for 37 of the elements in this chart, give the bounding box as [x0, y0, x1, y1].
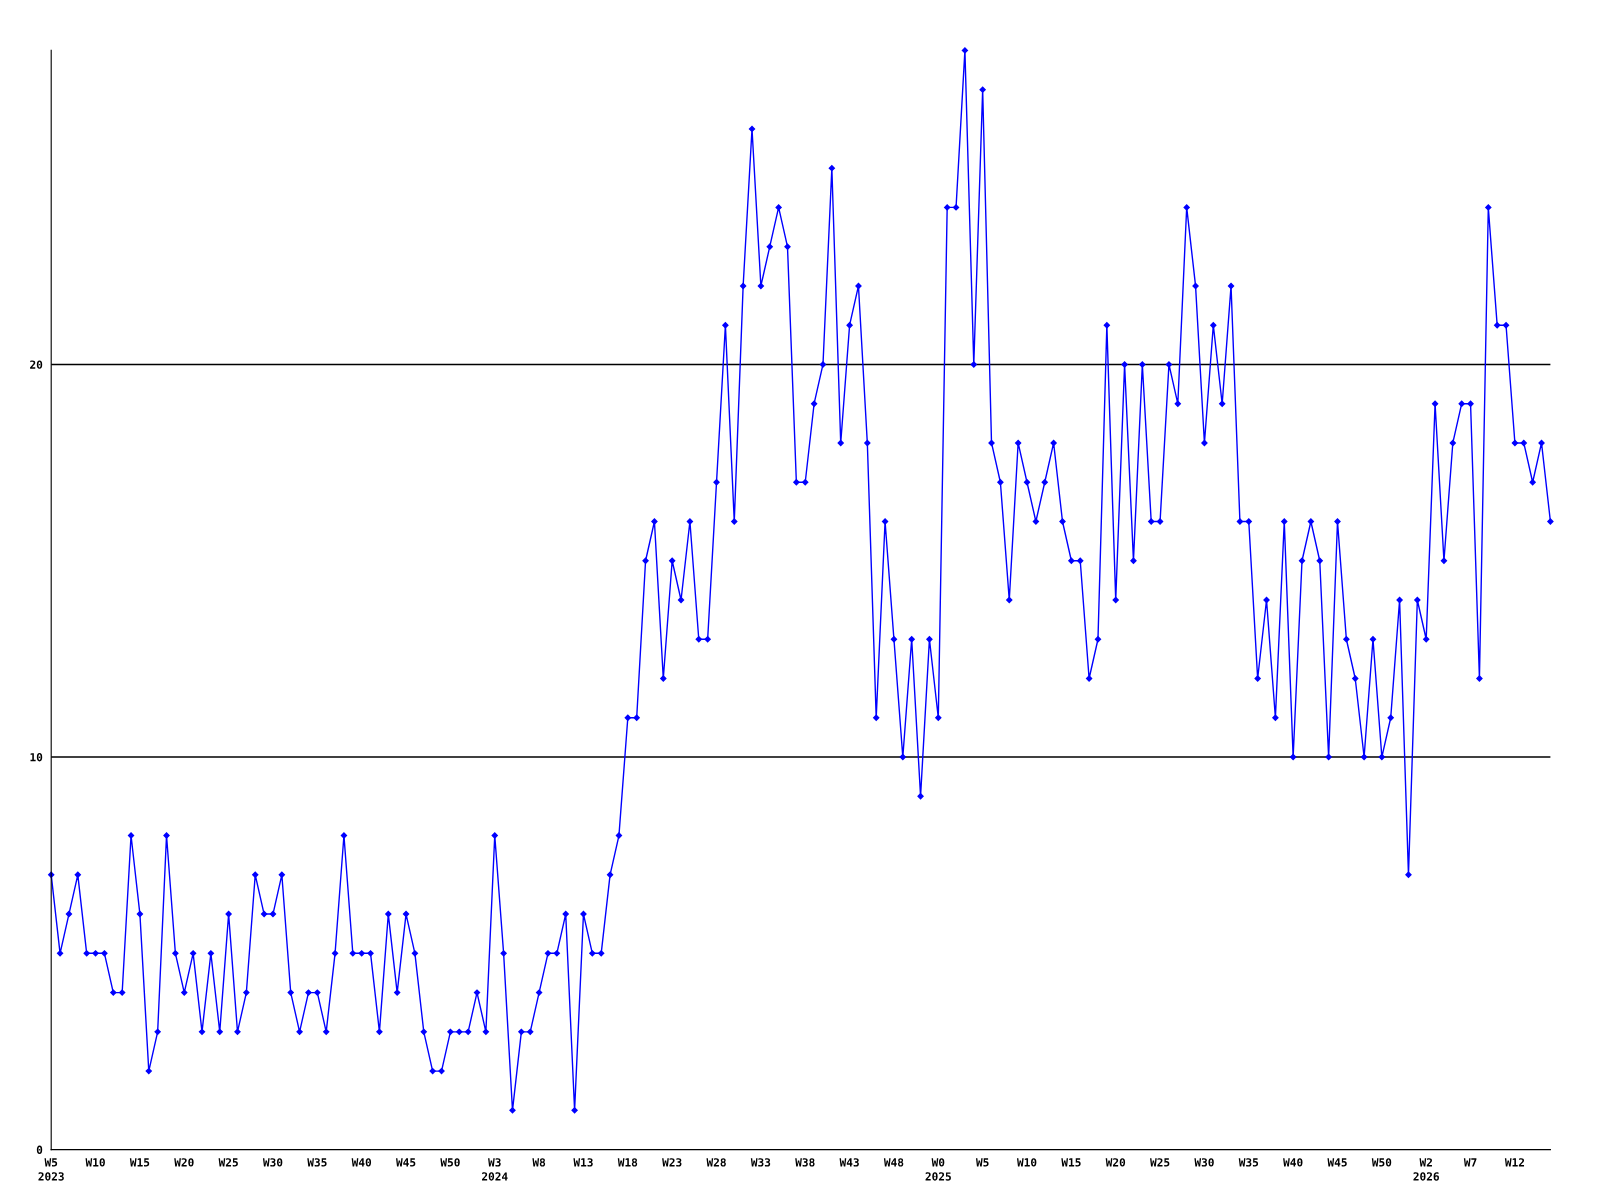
- x-tick-label: W48: [883, 1158, 904, 1167]
- x-tick-label: W45: [396, 1158, 416, 1167]
- x-tick-label: W18: [617, 1158, 638, 1167]
- x-tick-label: W15: [1061, 1158, 1081, 1167]
- x-tick-label: W5: [975, 1158, 989, 1167]
- x-tick-label: W8: [532, 1158, 546, 1167]
- y-tick-label: 20: [30, 360, 43, 369]
- x-tick-label: W45: [1327, 1158, 1347, 1167]
- x-tick-label: W38: [795, 1158, 815, 1167]
- x-tick-label: W20: [174, 1158, 194, 1167]
- x-tick-label: W35: [307, 1158, 327, 1167]
- x-tick-label: W33: [750, 1158, 771, 1167]
- x-tick-label: W13: [573, 1158, 593, 1167]
- x-tick-label: W30: [1194, 1158, 1214, 1167]
- x-tick-label: W3 2024: [482, 1158, 508, 1181]
- x-tick-label: W43: [839, 1158, 859, 1167]
- x-tick-label: W40: [1283, 1158, 1303, 1167]
- x-tick-label: W50: [440, 1158, 460, 1167]
- x-tick-label: W50: [1371, 1158, 1392, 1167]
- x-tick-label: W20: [1105, 1158, 1126, 1167]
- x-tick-label: W10: [1016, 1158, 1037, 1167]
- y-tick-label: 10: [30, 753, 43, 762]
- x-tick-label: W2 2026: [1413, 1158, 1439, 1181]
- y-tick-label: 0: [36, 1145, 43, 1154]
- x-tick-label: W7: [1463, 1158, 1477, 1167]
- x-tick-label: W28: [706, 1158, 726, 1167]
- x-tick-label: W30: [262, 1158, 283, 1167]
- x-tick-label: W23: [662, 1158, 682, 1167]
- x-tick-label: W25: [218, 1158, 238, 1167]
- x-tick-label: W10: [85, 1158, 105, 1167]
- x-tick-label: W40: [351, 1158, 372, 1167]
- x-tick-label: W5 2023: [38, 1158, 64, 1181]
- x-tick-label: W0 2025: [925, 1158, 951, 1181]
- x-tick-label: W12: [1504, 1158, 1525, 1167]
- x-tick-label: W15: [129, 1158, 150, 1167]
- x-tick-label: W35: [1238, 1158, 1259, 1167]
- x-tick-label: W25: [1150, 1158, 1170, 1167]
